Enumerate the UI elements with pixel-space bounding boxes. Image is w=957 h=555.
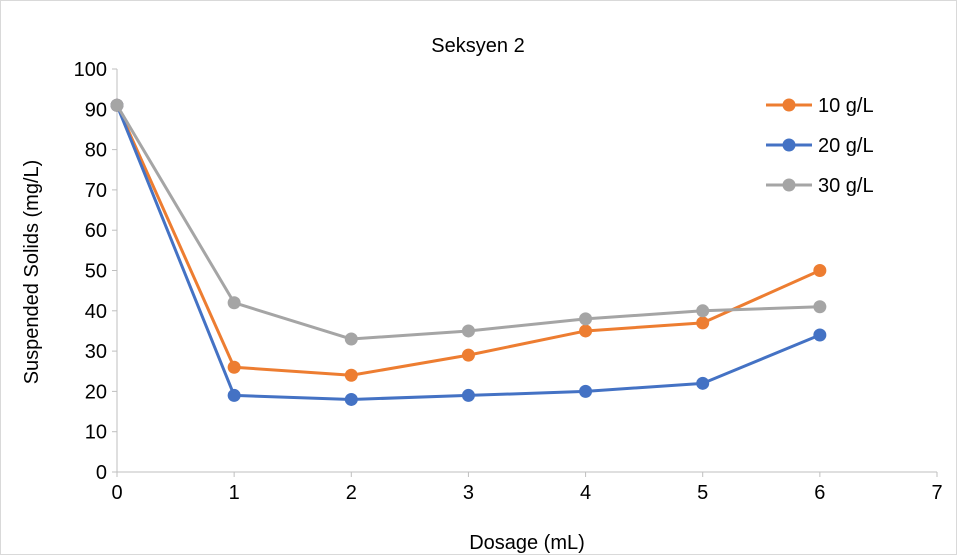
data-point xyxy=(227,388,241,402)
x-tick-label: 6 xyxy=(814,482,825,504)
y-tick-label: 80 xyxy=(85,140,107,162)
axes: 0 10 20 30 40 50 60 70 80 90 100 0 1 2 3 4 5 6 7 xyxy=(74,59,943,504)
legend-swatch-marker xyxy=(782,98,796,112)
data-point xyxy=(110,98,124,112)
x-tick-label: 2 xyxy=(346,482,357,504)
legend-item: 10 g/L xyxy=(766,95,874,117)
x-tick-label: 4 xyxy=(580,482,591,504)
legend-label: 30 g/L xyxy=(818,175,874,197)
y-tick-label: 20 xyxy=(85,381,107,403)
legend-label: 20 g/L xyxy=(818,135,874,157)
chart-title: Seksyen 2 xyxy=(431,35,524,57)
y-tick-label: 50 xyxy=(85,261,107,283)
data-point xyxy=(461,324,475,338)
x-tick-label: 5 xyxy=(697,482,708,504)
y-tick-label: 70 xyxy=(85,180,107,202)
y-tick-label: 10 xyxy=(85,422,107,444)
data-point xyxy=(696,376,710,390)
y-tick-label: 40 xyxy=(85,301,107,323)
data-point xyxy=(813,328,827,342)
legend-swatch-marker xyxy=(782,178,796,192)
x-axis-label: Dosage (mL) xyxy=(469,532,585,554)
y-tick-label: 30 xyxy=(85,341,107,363)
x-tick-label: 7 xyxy=(931,482,942,504)
y-tick-label: 90 xyxy=(85,99,107,121)
data-point xyxy=(227,360,241,374)
data-point xyxy=(579,312,593,326)
legend-item: 20 g/L xyxy=(766,135,874,157)
data-point xyxy=(461,348,475,362)
data-point xyxy=(344,392,358,406)
y-tick-label: 60 xyxy=(85,220,107,242)
data-point xyxy=(696,304,710,318)
data-point xyxy=(461,388,475,402)
x-tick-label: 3 xyxy=(463,482,474,504)
data-point xyxy=(344,368,358,382)
legend-item: 30 g/L xyxy=(766,175,874,197)
data-point xyxy=(813,300,827,314)
legend: 10 g/L 20 g/L 30 g/L xyxy=(766,95,874,197)
legend-label: 10 g/L xyxy=(818,95,874,117)
data-point xyxy=(696,316,710,330)
data-point xyxy=(579,324,593,338)
series-layer xyxy=(110,98,827,406)
data-point xyxy=(227,296,241,310)
series-3 xyxy=(110,98,827,346)
legend-swatch-marker xyxy=(782,138,796,152)
data-point xyxy=(813,264,827,277)
y-axis-label: Suspended Solids (mg/L) xyxy=(21,160,43,385)
y-tick-label: 100 xyxy=(74,59,107,81)
series-line xyxy=(115,104,820,341)
data-point xyxy=(344,332,358,346)
x-tick-label: 0 xyxy=(111,482,122,504)
x-tick-label: 1 xyxy=(229,482,240,504)
series-1 xyxy=(110,98,827,382)
data-point xyxy=(579,384,593,398)
y-tick-label: 0 xyxy=(96,462,107,484)
